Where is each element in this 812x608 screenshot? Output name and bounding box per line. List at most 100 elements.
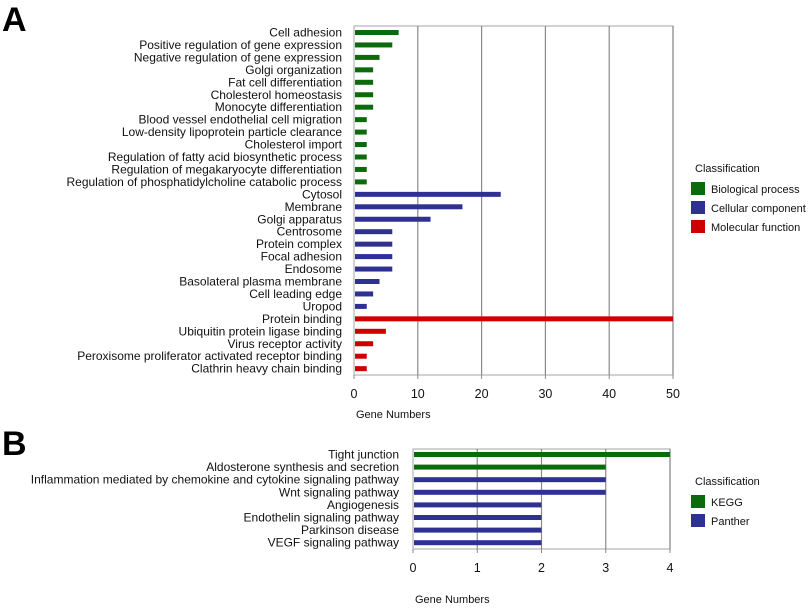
bar <box>355 341 374 347</box>
bar <box>355 353 367 359</box>
x-tick-label: 50 <box>666 387 680 401</box>
category-label: Peroxisome proliferator activated recept… <box>77 349 342 363</box>
category-label: Cytosol <box>302 187 342 201</box>
category-label: Virus receptor activity <box>228 337 343 351</box>
bar <box>355 266 393 272</box>
chart-a: 0 10 20 30 40 50 Gene Numbers Cell adhesionPosi… <box>66 25 806 421</box>
category-label: Cell adhesion <box>269 26 342 40</box>
category-label: Regulation of phosphatidylcholine catabo… <box>66 175 342 189</box>
x-tick-label: 30 <box>538 387 552 401</box>
bar <box>414 489 606 495</box>
category-label: Monocyte differentiation <box>215 100 342 114</box>
legend-label: Biological process <box>711 184 800 196</box>
category-label: Focal adhesion <box>261 250 342 264</box>
category-label: Uropod <box>303 299 342 313</box>
x-axis-title: Gene Numbers <box>356 409 431 421</box>
category-label: Wnt signaling pathway <box>279 485 399 499</box>
category-label: Regulation of megakaryocyte differentiat… <box>111 162 342 176</box>
legend-title: Classification <box>695 476 760 488</box>
plot-frame <box>353 25 674 376</box>
category-label: Inflammation mediated by chemokine and c… <box>31 473 399 487</box>
legend-swatch <box>691 182 705 195</box>
category-label: Protein binding <box>262 312 342 326</box>
legend-swatch <box>691 220 705 233</box>
category-label: Parkinson disease <box>301 523 399 537</box>
category-label: Clathrin heavy chain binding <box>191 362 342 376</box>
legend-swatch <box>691 514 705 527</box>
bar <box>355 42 393 48</box>
category-label: Positive regulation of gene expression <box>139 38 342 52</box>
bar <box>355 316 673 322</box>
legend-label: Cellular component <box>711 203 806 215</box>
bar <box>414 527 542 533</box>
bar <box>355 117 367 123</box>
bar <box>355 229 393 235</box>
bar <box>355 154 367 160</box>
category-label: Basolateral plasma membrane <box>179 275 342 289</box>
bar <box>355 328 386 334</box>
legend-swatch <box>691 201 705 214</box>
category-label: Blood vessel endothelial cell migration <box>139 113 342 127</box>
category-label: Fat cell differentiation <box>228 75 342 89</box>
bar <box>414 477 606 483</box>
bar <box>355 254 393 260</box>
bar <box>414 464 606 470</box>
bar <box>355 92 374 98</box>
x-axis-title: Gene Numbers <box>415 594 490 606</box>
bar <box>355 204 463 210</box>
category-label: Centrosome <box>277 225 343 239</box>
bar <box>355 129 367 135</box>
x-tick-label: 3 <box>602 561 609 575</box>
legend-label: KEGG <box>711 497 743 509</box>
category-label: Regulation of fatty acid biosynthetic pr… <box>108 150 342 164</box>
bar <box>414 502 542 508</box>
category-label: Tight junction <box>328 448 399 462</box>
x-tick-label: 1 <box>474 561 481 575</box>
bar <box>355 303 367 309</box>
category-label: Angiogenesis <box>327 498 399 512</box>
category-label: Aldosterone synthesis and secretion <box>206 460 399 474</box>
bar <box>355 54 380 60</box>
legend-title: Classification <box>695 163 760 175</box>
category-label: Golgi organization <box>245 63 342 77</box>
bar <box>355 79 374 85</box>
category-label: Cholesterol homeostasis <box>211 88 342 102</box>
bar <box>355 104 374 110</box>
category-label: Protein complex <box>256 237 342 251</box>
bar <box>414 452 670 457</box>
legend-label: Panther <box>711 516 750 528</box>
category-label: Negative regulation of gene expression <box>134 50 342 64</box>
bar <box>355 279 380 284</box>
bar <box>414 515 542 520</box>
chart-b: 0 1 2 3 4 Gene Numbers Tight junctionAldostero… <box>31 448 760 607</box>
bar <box>355 216 431 222</box>
panel-a-letter: A <box>2 1 27 39</box>
x-tick-label: 4 <box>667 561 674 575</box>
legend: Classification KEGG Panther <box>691 476 760 528</box>
category-label: Ubiquitin protein ligase binding <box>179 324 342 338</box>
category-label: Endothelin signaling pathway <box>244 511 399 525</box>
x-tick-label: 0 <box>351 387 358 401</box>
legend-label: Molecular function <box>711 222 800 234</box>
category-label: Low-density lipoprotein particle clearan… <box>122 125 342 139</box>
bar <box>355 179 367 185</box>
category-label: Endosome <box>285 262 343 276</box>
category-label: Golgi apparatus <box>257 212 342 226</box>
category-label: Cholesterol import <box>245 138 343 152</box>
x-tick-label: 2 <box>538 561 545 575</box>
category-label: Cell leading edge <box>249 287 342 301</box>
panel-b-letter: B <box>2 425 27 463</box>
x-tick-label: 10 <box>411 387 425 401</box>
bar <box>355 291 374 297</box>
bar <box>355 366 367 372</box>
category-label: VEGF signaling pathway <box>268 536 399 550</box>
x-tick-label: 20 <box>475 387 489 401</box>
bar <box>355 67 374 73</box>
bar <box>414 540 542 546</box>
category-label: Membrane <box>285 200 343 214</box>
x-tick-label: 0 <box>410 561 417 575</box>
x-tick-label: 40 <box>602 387 616 401</box>
legend-swatch <box>691 495 705 508</box>
bar <box>355 191 501 197</box>
